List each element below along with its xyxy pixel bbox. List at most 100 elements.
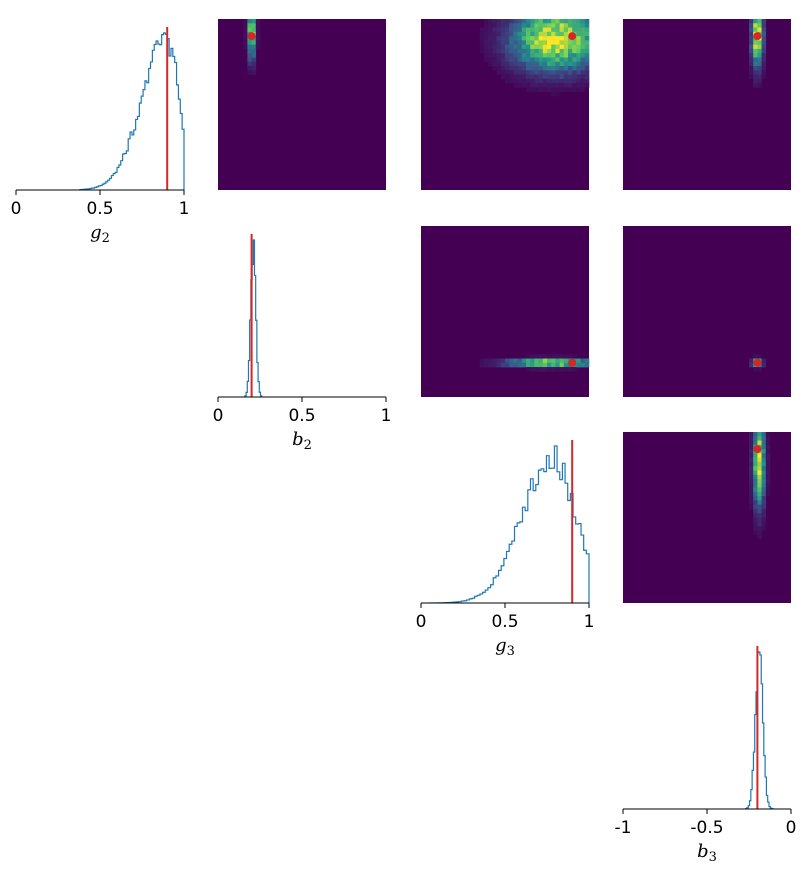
density-cell <box>488 44 493 50</box>
density-cell <box>492 27 497 33</box>
density-cell <box>761 508 767 514</box>
density-cell <box>526 66 531 71</box>
density-cell <box>551 53 556 58</box>
density-cell <box>521 44 527 50</box>
density-cell <box>572 44 577 50</box>
density-cell <box>500 19 506 24</box>
density-cell <box>572 19 577 24</box>
density-cell <box>765 432 771 437</box>
density-bg <box>623 226 791 397</box>
density-cell <box>530 367 535 372</box>
histogram-b2 <box>244 239 263 397</box>
density-cell <box>538 70 544 75</box>
density-cell <box>479 362 485 368</box>
density-cell <box>547 354 552 359</box>
density-cell <box>505 36 510 41</box>
density-cell <box>568 78 573 84</box>
density-cell <box>488 31 493 37</box>
density-cell <box>500 74 506 80</box>
density-cell <box>509 44 514 50</box>
density-cell <box>547 87 552 92</box>
tick-label-b2-0: 0 <box>213 406 224 426</box>
density-cell <box>761 23 767 28</box>
density-cell <box>505 66 510 71</box>
density-cell <box>761 453 767 458</box>
density-cell <box>492 53 497 58</box>
density-cell <box>505 19 510 24</box>
density-cell <box>538 27 544 33</box>
density-cell <box>580 48 586 54</box>
density-cell <box>749 496 754 501</box>
density-cell <box>559 78 565 84</box>
density-cell <box>496 40 502 45</box>
density-cell <box>526 61 531 67</box>
density-cell <box>505 31 510 37</box>
density-cell <box>551 27 556 33</box>
density-cell <box>513 36 518 41</box>
density-cell <box>538 83 544 88</box>
density-cell <box>479 27 485 33</box>
density-cell <box>576 31 581 37</box>
density-cell <box>542 70 548 75</box>
density-cell <box>761 461 767 467</box>
density-cell <box>757 432 762 437</box>
density-cell <box>538 87 544 92</box>
density-cell <box>761 444 767 450</box>
density-cell <box>526 83 531 88</box>
density-cell <box>753 461 758 467</box>
density-cell <box>761 517 767 523</box>
density-cell <box>547 57 552 63</box>
density-cell <box>757 461 762 467</box>
density-cell <box>538 61 544 67</box>
density-cell <box>555 40 560 45</box>
density-cell <box>757 83 762 88</box>
density-cell <box>530 66 535 71</box>
density-cell <box>551 87 556 92</box>
density-cell <box>563 83 569 88</box>
density-cell <box>572 354 577 359</box>
density-cell <box>542 61 548 67</box>
density-cell <box>247 61 252 67</box>
density-cell <box>555 44 560 50</box>
density-cell <box>576 74 581 80</box>
density-cell <box>757 534 762 540</box>
density-cell <box>576 19 581 24</box>
density-cell <box>757 496 762 501</box>
density-cell <box>505 27 510 33</box>
density-cell <box>534 40 539 45</box>
density-cell <box>484 40 489 45</box>
density-cell <box>526 367 531 372</box>
density-cell <box>576 27 581 33</box>
density-cell <box>534 354 539 359</box>
density-cell <box>538 19 544 24</box>
density-cell <box>526 362 531 368</box>
density-cell <box>757 513 762 518</box>
density-cell <box>555 66 560 71</box>
density-cell <box>580 358 586 364</box>
density-cell <box>547 31 552 37</box>
density-cell <box>500 362 506 368</box>
density-cell <box>753 457 758 463</box>
density-cell <box>538 36 544 41</box>
density-cell <box>492 48 497 54</box>
density-cell <box>559 48 565 54</box>
density-cell <box>580 57 586 63</box>
density-cell <box>765 453 771 458</box>
density-cell <box>580 83 586 88</box>
density-cell <box>580 44 586 50</box>
density-cell <box>521 27 527 33</box>
density-cell <box>509 36 514 41</box>
density-cell <box>513 23 518 28</box>
density-cell <box>513 83 518 88</box>
density-cell <box>753 66 758 71</box>
density-cell <box>761 53 767 58</box>
density-cell <box>559 367 565 372</box>
density-cell <box>572 27 577 33</box>
density-cell <box>513 70 518 75</box>
density-cell <box>538 23 544 28</box>
density-cell <box>753 496 758 501</box>
density-cell <box>559 23 565 28</box>
density-cell <box>251 44 257 50</box>
density-cell <box>500 61 506 67</box>
